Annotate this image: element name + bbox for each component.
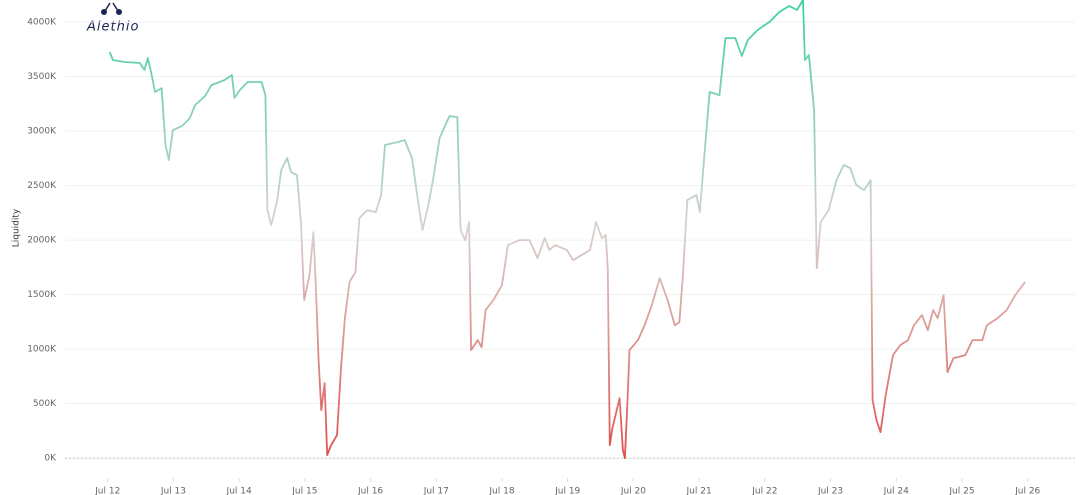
x-tick-label: Jul 25 [948,487,974,495]
x-tick-label: Jul 13 [160,487,186,495]
x-tick-label: Jul 23 [817,487,843,495]
y-tick-label: 0K [44,454,57,464]
x-tick-label: Jul 19 [554,487,580,495]
x-tick-label: Jul 12 [94,487,120,495]
x-tick-label: Jul 14 [226,487,252,495]
x-tick-label: Jul 26 [1014,487,1040,495]
y-tick-label: 2500K [27,181,57,191]
x-tick-label: Jul 22 [751,487,777,495]
x-tick-label: Jul 24 [883,487,909,495]
line [108,0,1026,460]
y-tick-label: 3000K [27,127,57,137]
x-tick-label: Jul 20 [620,487,646,495]
y-tick-label: 3500K [27,72,57,82]
logo-icon [101,2,122,15]
y-tick-label: 2000K [27,236,57,246]
x-tick-label: Jul 16 [357,487,383,495]
y-tick-label: 500K [33,399,57,409]
y-axis-label: Liquidity [12,208,22,247]
x-tick-label: Jul 15 [291,487,317,495]
logo: Alethio [86,20,139,35]
x-tick-label: Jul 17 [423,487,449,495]
y-tick-label: 1500K [27,290,57,300]
x-tick-label: Jul 21 [686,487,712,495]
x-tick-label: Jul 18 [488,487,514,495]
y-tick-label: 1000K [27,345,57,355]
y-tick-label: 4000K [27,18,57,28]
